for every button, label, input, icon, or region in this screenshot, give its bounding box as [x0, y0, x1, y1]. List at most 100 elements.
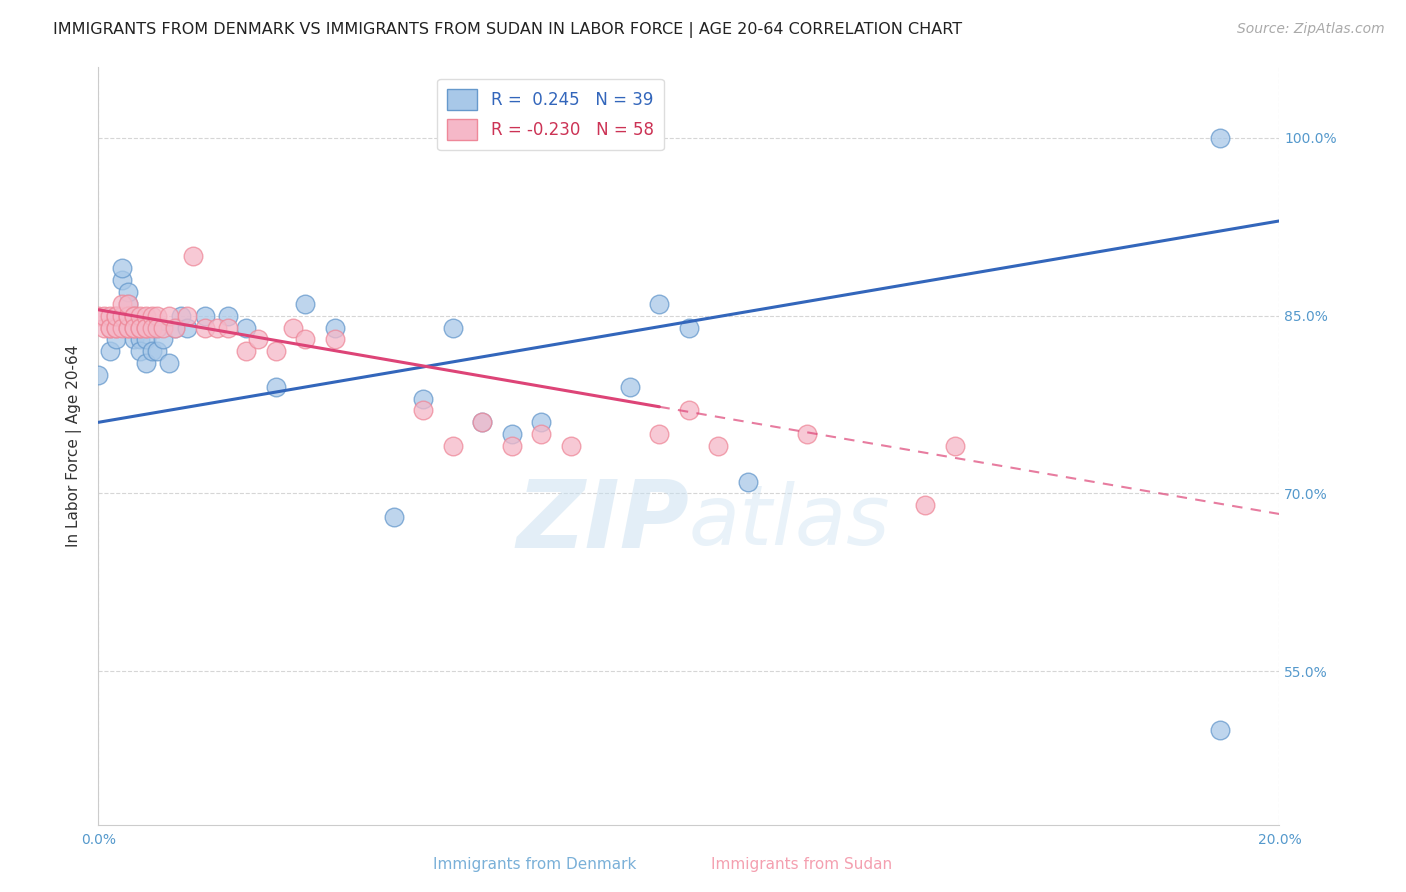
Point — [943, 439, 966, 453]
Text: atlas: atlas — [689, 482, 890, 562]
Point — [323, 320, 346, 334]
Point — [737, 475, 759, 489]
Point — [294, 297, 316, 311]
Y-axis label: In Labor Force | Age 20-64: In Labor Force | Age 20-64 — [66, 345, 83, 547]
Point — [105, 320, 128, 334]
Point — [117, 297, 139, 311]
Point — [194, 320, 217, 334]
Point — [194, 309, 217, 323]
Point — [501, 439, 523, 453]
Point — [128, 332, 150, 346]
Point — [146, 320, 169, 334]
Point — [560, 439, 582, 453]
Point — [98, 344, 121, 359]
Point — [678, 403, 700, 417]
Point — [323, 332, 346, 346]
Point — [146, 344, 169, 359]
Point — [678, 320, 700, 334]
Point — [117, 285, 139, 299]
Point — [128, 344, 150, 359]
Point — [87, 309, 110, 323]
Text: Immigrants from Denmark: Immigrants from Denmark — [433, 857, 636, 872]
Point — [105, 309, 128, 323]
Point — [98, 320, 121, 334]
Point — [471, 415, 494, 429]
Point — [122, 320, 145, 334]
Point — [111, 261, 134, 276]
Point — [181, 250, 204, 264]
Point — [412, 403, 434, 417]
Point — [441, 320, 464, 334]
Point — [128, 309, 150, 323]
Point — [165, 320, 187, 334]
Point — [141, 344, 163, 359]
Point — [152, 320, 174, 334]
Point — [217, 320, 239, 334]
Point — [1209, 131, 1232, 145]
Point — [105, 320, 128, 334]
Point — [152, 332, 174, 346]
Point — [146, 320, 169, 334]
Point — [707, 439, 730, 453]
Point — [176, 320, 198, 334]
Point — [648, 297, 671, 311]
Point — [87, 368, 110, 382]
Legend: R =  0.245   N = 39, R = -0.230   N = 58: R = 0.245 N = 39, R = -0.230 N = 58 — [437, 79, 664, 150]
Point — [135, 320, 157, 334]
Point — [122, 332, 145, 346]
Point — [93, 309, 115, 323]
Point — [157, 309, 180, 323]
Point — [122, 320, 145, 334]
Point — [471, 415, 494, 429]
Point — [135, 320, 157, 334]
Point — [111, 297, 134, 311]
Point — [128, 320, 150, 334]
Point — [294, 332, 316, 346]
Text: IMMIGRANTS FROM DENMARK VS IMMIGRANTS FROM SUDAN IN LABOR FORCE | AGE 20-64 CORR: IMMIGRANTS FROM DENMARK VS IMMIGRANTS FR… — [53, 22, 963, 38]
Point — [135, 356, 157, 370]
Point — [176, 309, 198, 323]
Point — [796, 427, 818, 442]
Point — [98, 320, 121, 334]
Point — [170, 309, 193, 323]
Text: Immigrants from Sudan: Immigrants from Sudan — [711, 857, 891, 872]
Text: ZIP: ZIP — [516, 475, 689, 568]
Point — [530, 427, 553, 442]
Point — [122, 320, 145, 334]
Point — [135, 332, 157, 346]
Point — [217, 309, 239, 323]
Point — [111, 273, 134, 287]
Point — [157, 356, 180, 370]
Point — [441, 439, 464, 453]
Point — [205, 320, 228, 334]
Point — [501, 427, 523, 442]
Point — [165, 320, 187, 334]
Point — [98, 309, 121, 323]
Point — [141, 309, 163, 323]
Point — [914, 498, 936, 512]
Point — [146, 309, 169, 323]
Point — [93, 320, 115, 334]
Point — [117, 320, 139, 334]
Point — [530, 415, 553, 429]
Point — [246, 332, 269, 346]
Point — [648, 427, 671, 442]
Point — [135, 309, 157, 323]
Point — [264, 380, 287, 394]
Point — [117, 309, 139, 323]
Point — [412, 392, 434, 406]
Point — [619, 380, 641, 394]
Point — [235, 320, 257, 334]
Point — [264, 344, 287, 359]
Point — [1209, 723, 1232, 738]
Point — [117, 309, 139, 323]
Point — [105, 332, 128, 346]
Point — [283, 320, 305, 334]
Point — [235, 344, 257, 359]
Point — [141, 320, 163, 334]
Text: Source: ZipAtlas.com: Source: ZipAtlas.com — [1237, 22, 1385, 37]
Point — [122, 309, 145, 323]
Point — [382, 510, 405, 524]
Point — [111, 320, 134, 334]
Point — [122, 309, 145, 323]
